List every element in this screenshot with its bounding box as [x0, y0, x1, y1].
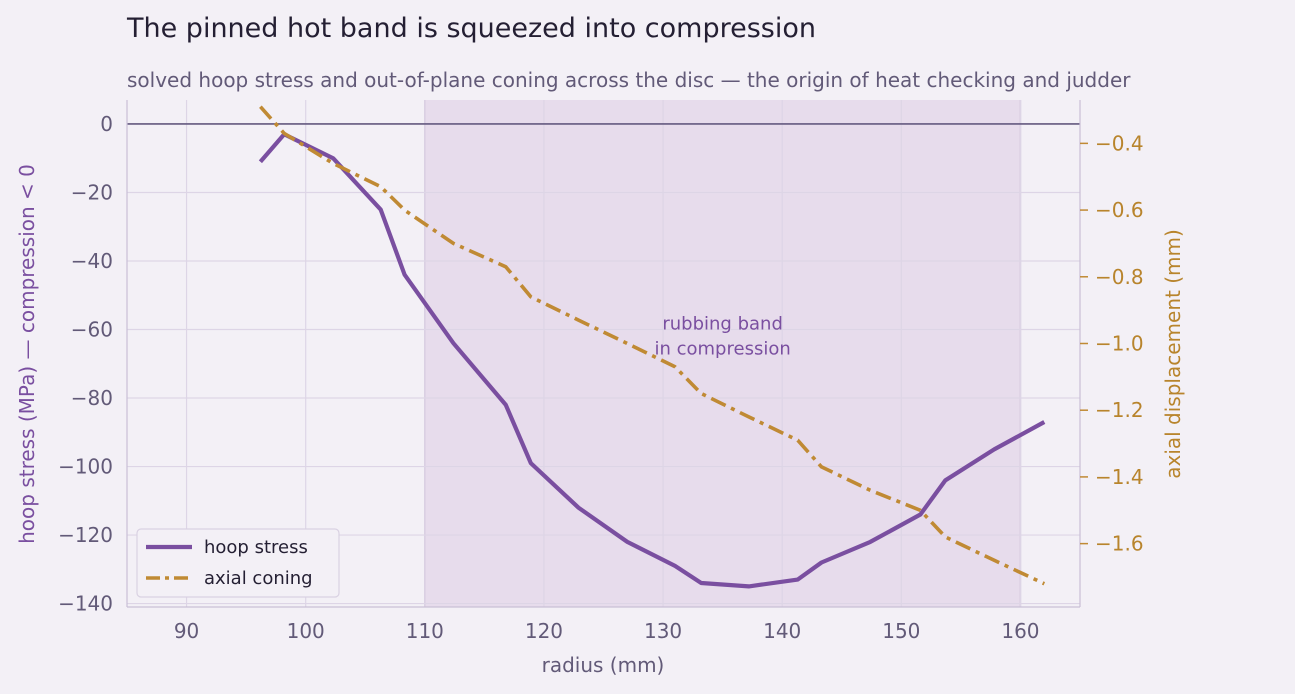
x-tick-label: 120 — [525, 619, 563, 643]
legend-label: axial coning — [204, 568, 313, 589]
y-tick-label: −100 — [58, 455, 113, 479]
x-tick-label: 100 — [287, 619, 325, 643]
y-axis-label: hoop stress (MPa) — compression < 0 — [15, 164, 39, 544]
y-tick-label: −140 — [58, 592, 113, 616]
x-tick-label: 130 — [644, 619, 682, 643]
x-tick-label: 160 — [1001, 619, 1039, 643]
axial-coning-line — [259, 105, 1046, 586]
y2-tick-label: −1.2 — [1095, 398, 1144, 422]
chart-title: The pinned hot band is squeezed into com… — [126, 13, 816, 44]
y-tick-label: −80 — [71, 386, 113, 410]
x-tick-label: 110 — [406, 619, 444, 643]
y-tick-label: −60 — [71, 318, 113, 342]
band-annotation-line2: in compression — [654, 338, 790, 359]
x-tick-label: 140 — [763, 619, 801, 643]
band-annotation-line1: rubbing band — [662, 313, 783, 334]
chart-subtitle: solved hoop stress and out-of-plane coni… — [127, 68, 1131, 92]
y-tick-label: −120 — [58, 523, 113, 547]
y-tick-label: −20 — [71, 180, 113, 204]
hoop-stress-line — [258, 132, 1046, 589]
y2-tick-label: −0.4 — [1095, 131, 1144, 155]
y2-tick-label: −1.6 — [1095, 532, 1144, 556]
y-tick-label: −40 — [71, 249, 113, 273]
y-tick-label: 0 — [100, 112, 113, 136]
y2-tick-label: −1.0 — [1095, 331, 1144, 355]
y2-axis-label: axial displacement (mm) — [1161, 229, 1185, 479]
x-tick-label: 90 — [174, 619, 199, 643]
y2-tick-label: −0.6 — [1095, 198, 1144, 222]
x-tick-label: 150 — [882, 619, 920, 643]
rubbing-band — [424, 100, 1021, 607]
x-axis-label: radius (mm) — [542, 653, 665, 677]
legend-label: hoop stress — [204, 537, 308, 558]
y2-tick-label: −0.8 — [1095, 265, 1144, 289]
y2-tick-label: −1.4 — [1095, 465, 1144, 489]
